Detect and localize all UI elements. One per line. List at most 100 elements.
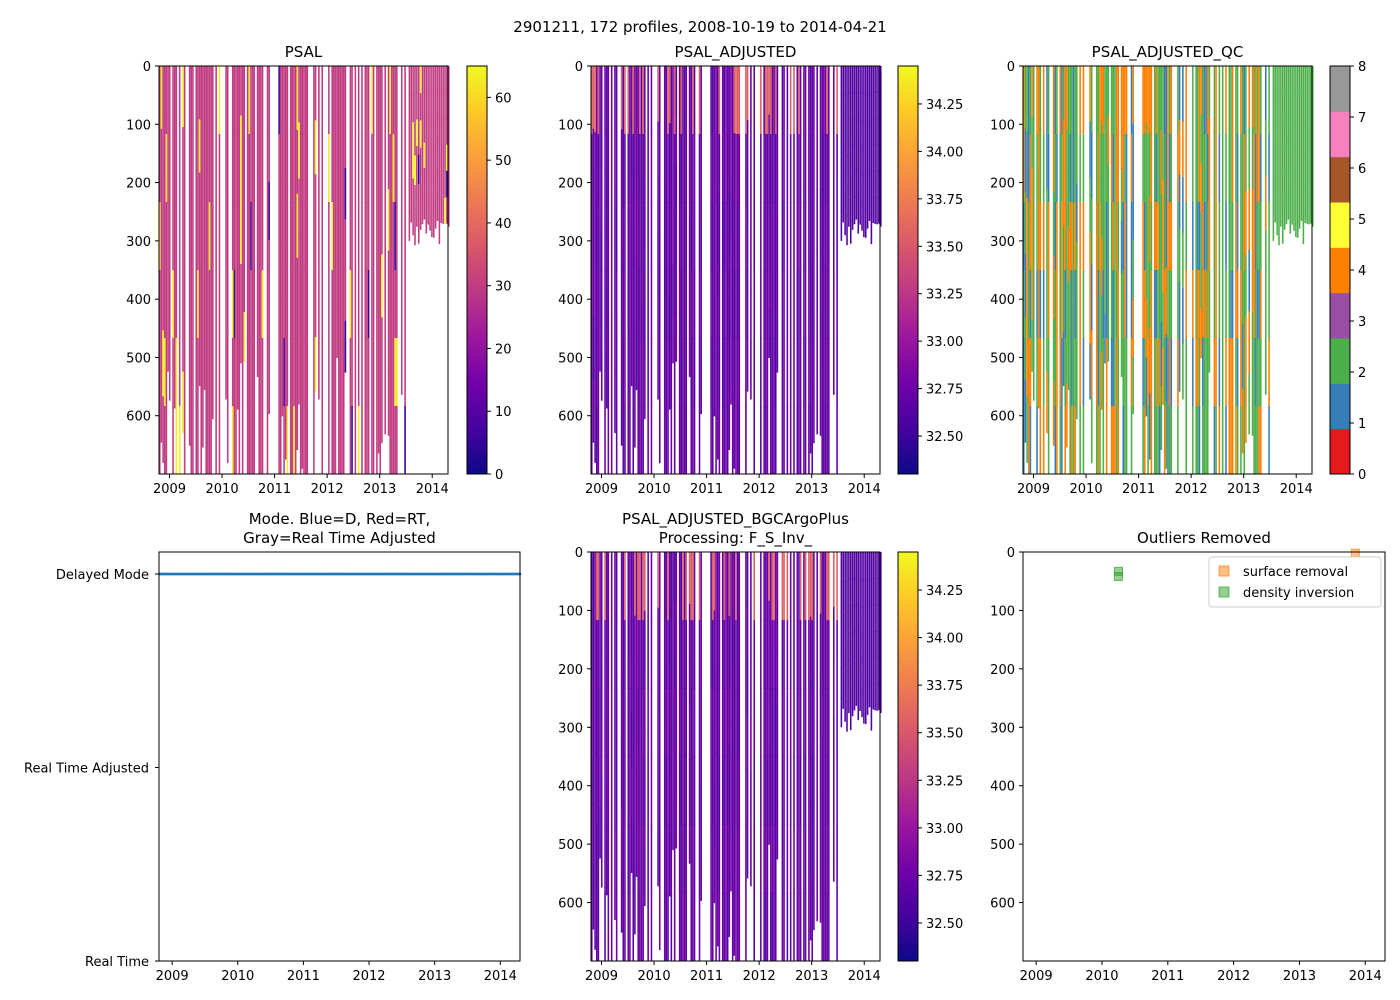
heatmap-cell [876,144,878,172]
heatmap-cell [776,66,779,118]
heatmap-cell [853,66,856,93]
heatmap-cell [336,211,338,261]
heatmap-cell [866,93,869,121]
heatmap-cell [793,688,795,757]
heatmap-cell [863,151,865,181]
heatmap-cell [647,552,649,621]
heatmap-cell [736,202,739,271]
heatmap-cell [1245,128,1247,193]
heatmap-cell [627,756,630,826]
heatmap-cell [597,134,600,203]
heatmap-cell [200,66,203,135]
heatmap-cell [1202,66,1204,135]
mode-point [329,572,333,576]
heatmap-cell [283,134,285,203]
heatmap-cell [260,66,262,135]
heatmap-cell [735,66,737,135]
heatmap-cell [866,660,869,688]
heatmap-cell [1165,267,1168,335]
heatmap-cell [434,174,437,202]
heatmap-cell [855,628,858,655]
heatmap-cell [872,604,875,631]
heatmap-cell [1281,154,1284,185]
heatmap-cell [1074,66,1076,135]
heatmap-cell [771,756,774,826]
heatmap-cell [1251,66,1254,129]
heatmap-cell [811,270,814,339]
heatmap-cell [1150,406,1153,475]
heatmap-cell [861,66,863,94]
heatmap-cell [268,123,270,183]
heatmap-cell [400,66,403,122]
heatmap-cell [682,824,684,894]
heatmap-cell [667,824,669,894]
heatmap-cell [857,177,860,206]
heatmap-cell [1100,123,1103,181]
heatmap-cell [1206,202,1209,271]
heatmap-cell [203,66,206,121]
heatmap-cell [844,150,846,180]
heatmap-cell [864,580,867,610]
heatmap-cell [846,66,848,97]
heatmap-cell [824,406,827,475]
heatmap-cell [432,66,435,96]
heatmap-cell [442,66,444,93]
heatmap-cell [721,338,724,407]
heatmap-cell [680,620,683,689]
heatmap-cell [783,406,785,475]
heatmap-cell [367,134,370,203]
heatmap-cell [700,668,702,727]
heatmap-cell [670,552,673,621]
heatmap-cell [685,134,688,203]
axes-mode: Mode. Blue=D, Red=RT,Gray=Real Time Adju… [24,510,522,984]
heatmap-cell [1280,146,1282,174]
heatmap-cell [1042,406,1045,475]
heatmap-cell [1308,144,1310,172]
heatmap-cell [731,756,734,826]
heatmap-cell [770,824,772,894]
legend-frame [1208,556,1382,608]
heatmap-cell [1182,343,1184,400]
legend-label: density inversion [1243,586,1354,601]
heatmap-cell [832,552,835,608]
heatmap-cell [1243,338,1246,407]
heatmap-cell [1192,66,1194,135]
heatmap-cell [238,270,241,339]
heatmap-cell [371,134,373,203]
heatmap-cell [675,552,678,602]
heatmap-cell [1125,270,1128,339]
heatmap-cell [861,120,863,149]
heatmap-cell [828,406,830,475]
heatmap-cell [351,406,353,475]
heatmap-cell [855,66,858,93]
heatmap-cell [726,552,729,621]
heatmap-cell [1072,406,1075,475]
heatmap-cell [880,605,882,633]
heatmap-cell [804,66,807,135]
panel-title-outliers: Outliers Removed [1137,529,1271,547]
mode-point [205,572,208,576]
heatmap-cell [1090,330,1093,398]
heatmap-cell [1157,134,1159,203]
heatmap-cell [1248,127,1250,190]
heatmap-cell [819,798,822,862]
heatmap-cell [853,578,856,606]
heatmap-cell [1256,270,1259,339]
heatmap-cell [240,263,242,314]
heatmap-cell [299,406,302,475]
heatmap-cell [642,892,644,962]
heatmap-cell [377,130,380,196]
heatmap-cell [624,338,626,407]
heatmap-cell [344,117,347,169]
heatmap-cell [408,66,411,96]
heatmap-cell [1192,406,1194,475]
heatmap-cell [765,202,767,271]
heatmap-cell [338,202,340,271]
heatmap-cell [789,134,792,203]
heatmap-cell [632,756,635,826]
heatmap-cell [419,147,422,176]
heatmap-cell [231,134,234,203]
heatmap-cell [667,66,669,135]
heatmap-cell [640,338,643,407]
